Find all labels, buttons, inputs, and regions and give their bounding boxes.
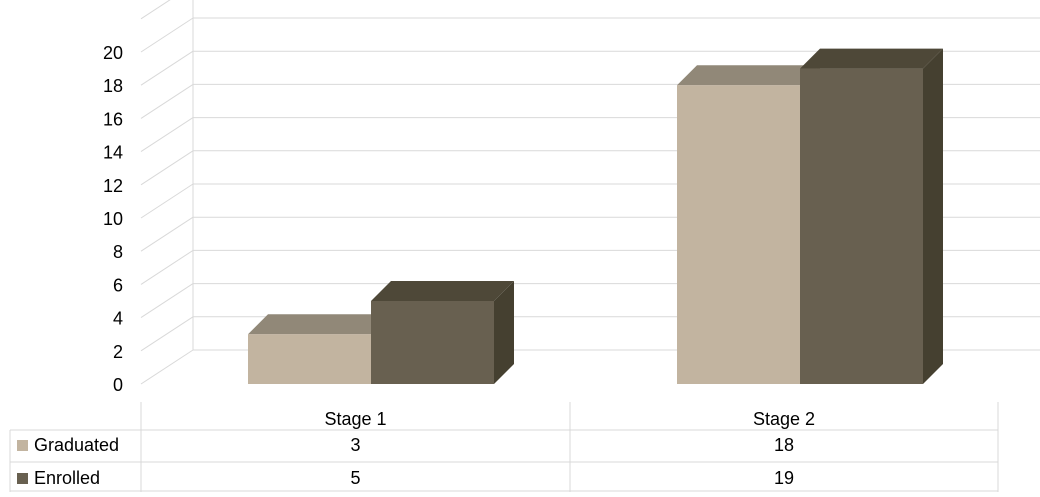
bar-top [800, 48, 943, 69]
legend-key [17, 440, 28, 451]
y-tick-label: 14 [103, 143, 123, 163]
y-axis: 0 2 4 6 8 10 12 14 16 18 20 [103, 43, 123, 395]
data-table: Stage 1 Stage 2 Graduated 3 18 Enrolled 5 19 [9, 402, 999, 492]
bar-side [923, 48, 943, 384]
gridline-side [140, 83, 194, 119]
series-name: Graduated [34, 435, 119, 455]
y-tick-label: 0 [113, 375, 123, 395]
gridline-side [140, 283, 194, 319]
bar[interactable] [677, 85, 800, 384]
gridline-side [140, 249, 194, 285]
data-label: 19 [774, 468, 794, 488]
data-label: 5 [350, 468, 360, 488]
y-tick-label: 12 [103, 176, 123, 196]
legend-key [17, 473, 28, 484]
y-tick-label: 6 [113, 275, 123, 295]
data-label: 18 [774, 435, 794, 455]
gridline-side [140, 0, 171, 20]
bar[interactable] [371, 301, 494, 384]
bar-top [248, 314, 391, 335]
y-tick-label: 10 [103, 209, 123, 229]
bar[interactable] [800, 68, 923, 384]
y-tick-label: 4 [113, 309, 123, 329]
y-tick-label: 8 [113, 242, 123, 262]
series-name: Enrolled [34, 468, 100, 488]
gridline-side [140, 150, 194, 186]
gridline-side [140, 183, 194, 219]
category-label: Stage 1 [324, 409, 386, 429]
bar-top [371, 281, 514, 301]
bar-top [677, 65, 820, 86]
bar[interactable] [248, 334, 371, 384]
gridline-side [140, 50, 194, 86]
gridline-side [140, 316, 194, 352]
y-tick-label: 2 [113, 342, 123, 362]
y-tick-label: 18 [103, 76, 123, 96]
y-tick-label: 16 [103, 109, 123, 129]
gridline-side [140, 17, 194, 53]
gridline-side [140, 117, 194, 153]
bars [248, 48, 943, 384]
gridline-side [140, 349, 194, 385]
y-tick-label: 20 [103, 43, 123, 63]
category-label: Stage 2 [753, 409, 815, 429]
bar-side [494, 281, 514, 384]
data-label: 3 [350, 435, 360, 455]
gridline-side [140, 216, 194, 252]
